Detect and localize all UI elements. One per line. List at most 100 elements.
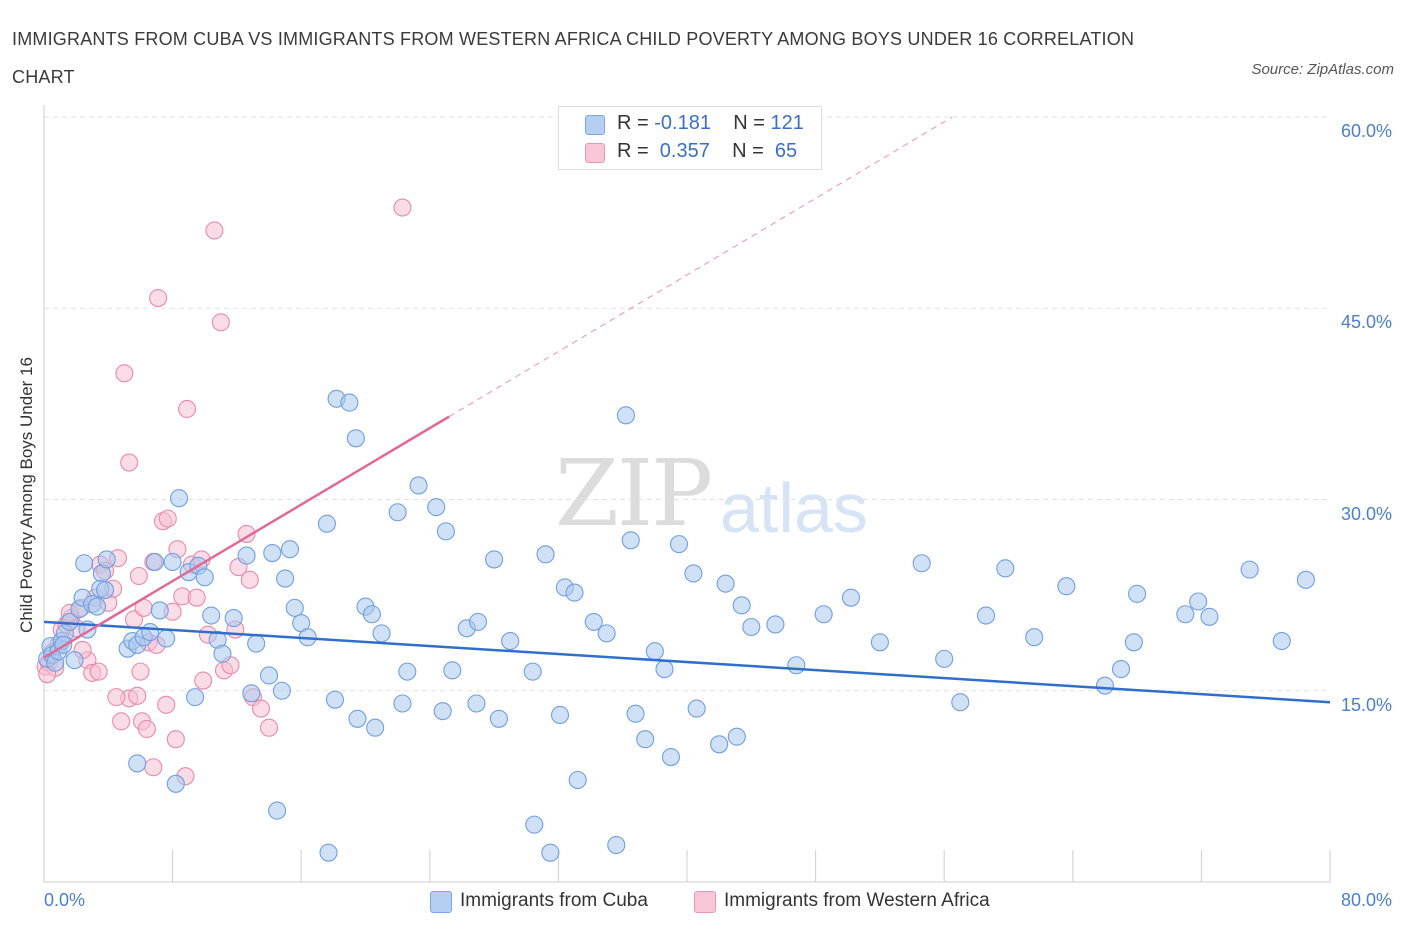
cuba-point-106 xyxy=(319,843,338,862)
wafrica-point-41 xyxy=(237,524,256,543)
cuba-point-93 xyxy=(1128,584,1147,603)
wafrica-point-48 xyxy=(166,730,185,749)
wafrica-point-19 xyxy=(120,453,139,472)
cuba-point-17 xyxy=(97,550,116,569)
wafrica-point-51 xyxy=(128,686,147,705)
stats-swatch-cuba xyxy=(585,115,605,135)
cuba-point-116 xyxy=(550,705,570,725)
stats-swatch-wafrica xyxy=(585,143,605,163)
cuba-point-78 xyxy=(766,615,785,634)
cuba-point-33 xyxy=(202,606,221,625)
cuba-point-111 xyxy=(433,702,452,721)
cuba-point-85 xyxy=(951,693,970,712)
cuba-point-72 xyxy=(655,660,674,679)
cuba-point-119 xyxy=(626,704,645,723)
wafrica-point-47 xyxy=(157,695,176,714)
wafrica-point-54 xyxy=(144,758,163,777)
cuba-point-104 xyxy=(272,681,291,700)
cuba-point-54 xyxy=(398,662,417,681)
cuba-point-51 xyxy=(362,605,381,624)
wafrica-point-57 xyxy=(89,662,108,681)
stats-r-value-wafrica: 0.357 xyxy=(654,140,710,162)
cuba-point-13 xyxy=(87,597,107,616)
trend-line-cuba xyxy=(43,620,1331,704)
cuba-point-66 xyxy=(565,583,584,602)
cuba-point-87 xyxy=(996,559,1015,578)
cuba-point-37 xyxy=(237,546,256,565)
cuba-point-82 xyxy=(870,633,889,652)
stats-r-label-cuba: R = xyxy=(617,112,655,134)
cuba-point-105 xyxy=(268,801,287,820)
cuba-point-118 xyxy=(607,835,626,855)
cuba-point-46 xyxy=(317,514,336,533)
cuba-point-77 xyxy=(742,617,761,637)
x-tick-min: 0.0% xyxy=(44,890,86,910)
cuba-point-108 xyxy=(348,709,367,728)
cuba-point-107 xyxy=(325,690,345,709)
points-cuba xyxy=(38,389,1315,862)
cuba-point-112 xyxy=(467,694,486,713)
cuba-point-86 xyxy=(976,606,996,625)
cuba-point-62 xyxy=(501,631,520,651)
cuba-point-84 xyxy=(935,649,954,668)
wafrica-point-64 xyxy=(240,570,259,589)
wafrica-point-43 xyxy=(251,699,271,718)
chart-source: Source: ZipAtlas.com xyxy=(1251,61,1394,78)
y-tick-label-0: 15.0% xyxy=(1340,694,1392,715)
wafrica-point-25 xyxy=(149,288,168,308)
cuba-point-40 xyxy=(263,543,282,563)
cuba-point-16 xyxy=(75,554,94,573)
watermark-zip: ZIP xyxy=(555,440,713,547)
cuba-point-94 xyxy=(1176,605,1195,624)
cuba-point-57 xyxy=(436,522,455,541)
cuba-point-36 xyxy=(224,609,243,628)
stats-r-label-wafrica: R = xyxy=(617,140,655,162)
x-tick-max: 80.0% xyxy=(1340,890,1392,910)
cuba-point-97 xyxy=(1240,560,1259,579)
cuba-point-73 xyxy=(669,535,689,554)
cuba-point-91 xyxy=(1111,660,1131,679)
cuba-point-27 xyxy=(157,629,176,648)
cuba-point-113 xyxy=(489,709,508,728)
y-axis-label: Child Poverty Among Boys Under 16 xyxy=(17,357,36,633)
cuba-point-83 xyxy=(912,554,931,573)
cuba-point-123 xyxy=(710,735,729,754)
cuba-point-71 xyxy=(645,642,664,661)
cuba-point-24 xyxy=(141,623,160,642)
stats-n-label-wafrica: N = xyxy=(732,140,770,162)
legend-swatch-wafrica xyxy=(694,891,716,913)
cuba-point-100 xyxy=(128,754,147,773)
cuba-point-55 xyxy=(409,476,428,495)
cuba-point-74 xyxy=(684,564,703,583)
cuba-point-80 xyxy=(814,605,833,624)
wafrica-point-45 xyxy=(131,662,150,681)
cuba-point-32 xyxy=(195,568,214,587)
cuba-point-88 xyxy=(1025,628,1044,647)
cuba-point-29 xyxy=(169,489,189,508)
cuba-point-56 xyxy=(427,498,446,517)
cuba-point-19 xyxy=(96,580,115,600)
cuba-point-102 xyxy=(186,688,205,707)
cuba-point-35 xyxy=(213,644,232,663)
chart-title: IMMIGRANTS FROM CUBA VS IMMIGRANTS FROM … xyxy=(12,29,1135,87)
wafrica-point-58 xyxy=(393,198,412,217)
cuba-point-110 xyxy=(393,694,412,713)
cuba-point-121 xyxy=(661,747,680,767)
cuba-point-58 xyxy=(443,661,462,680)
cuba-point-122 xyxy=(687,699,706,718)
cuba-point-26 xyxy=(150,601,169,620)
cuba-point-79 xyxy=(787,656,806,675)
cuba-point-115 xyxy=(541,843,560,862)
stats-r-value-cuba: -0.181 xyxy=(654,112,711,134)
watermark-atlas: atlas xyxy=(720,469,868,547)
trend-line-wafrica-extension xyxy=(448,116,953,418)
wafrica-point-27 xyxy=(158,509,177,528)
cuba-point-48 xyxy=(340,393,359,412)
wafrica-point-62 xyxy=(194,671,213,690)
cuba-point-75 xyxy=(716,574,735,593)
cuba-point-120 xyxy=(636,730,655,749)
trend-lines xyxy=(43,116,1331,704)
grid-lines xyxy=(44,116,1330,692)
y-tick-label-1: 30.0% xyxy=(1340,503,1392,524)
